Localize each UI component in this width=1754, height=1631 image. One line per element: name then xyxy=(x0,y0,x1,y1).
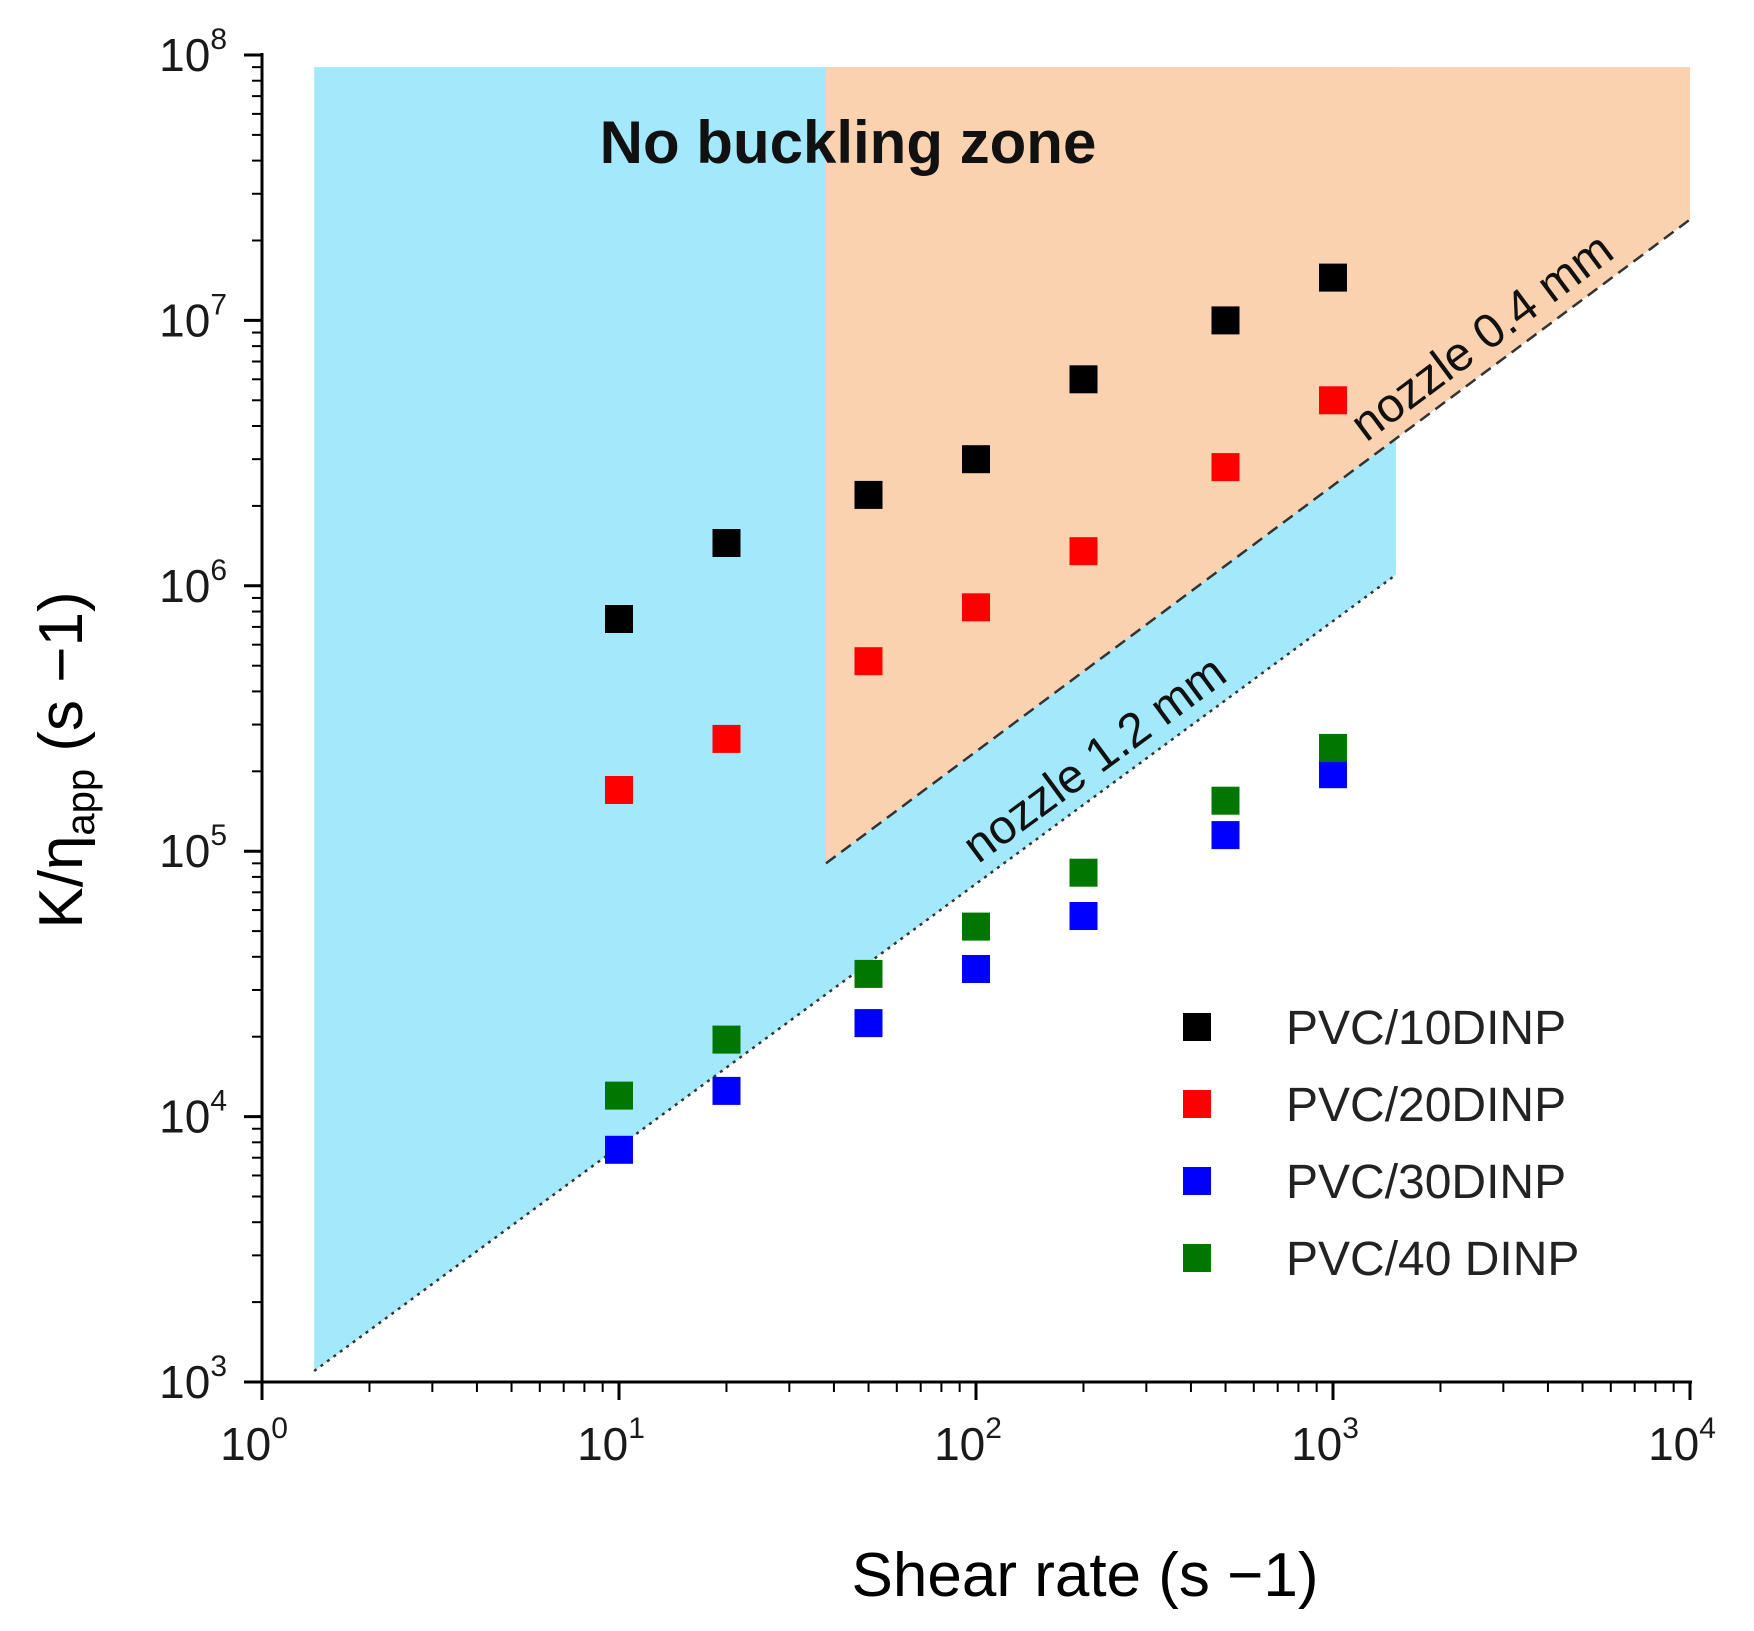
data-point-series-2 xyxy=(1069,537,1098,566)
y-tick-label: 104 xyxy=(159,1085,227,1143)
data-point-series-2 xyxy=(605,776,633,804)
data-point-series-3 xyxy=(1319,760,1347,789)
axes xyxy=(244,53,1692,1400)
x-axis-label: Shear rate (s −1) xyxy=(852,1541,1319,1610)
y-tick-label: 105 xyxy=(159,819,227,877)
data-point-series-3 xyxy=(605,1135,633,1164)
data-point-series-1 xyxy=(605,605,633,633)
legend-marker-series-3 xyxy=(1183,1167,1211,1195)
data-point-series-1 xyxy=(1211,306,1240,335)
legend-label-series-3: PVC/30DINP xyxy=(1286,1156,1566,1209)
data-point-series-3 xyxy=(1211,821,1240,850)
y-axis-label: K/ηapp (s −1) xyxy=(27,591,103,928)
x-tick-label: 100 xyxy=(220,1412,288,1470)
data-point-series-1 xyxy=(1069,365,1098,394)
data-point-series-4 xyxy=(605,1081,633,1110)
y-axis-label-main: K/η xyxy=(27,836,96,929)
legend-marker-series-1 xyxy=(1183,1013,1211,1041)
data-point-series-4 xyxy=(1319,733,1347,762)
no-buckling-zone-label: No buckling zone xyxy=(600,109,1097,176)
data-point-series-4 xyxy=(854,959,883,988)
x-tick-label: 103 xyxy=(1291,1412,1359,1470)
x-tick-label: 102 xyxy=(934,1412,1002,1470)
data-point-series-4 xyxy=(962,912,990,941)
y-tick-label: 107 xyxy=(159,288,227,346)
legend-marker-series-4 xyxy=(1183,1244,1211,1272)
data-point-series-2 xyxy=(854,647,883,676)
data-point-series-1 xyxy=(712,529,741,557)
data-point-series-3 xyxy=(962,955,990,983)
legend: PVC/10DINP PVC/20DINP PVC/30DINP PVC/40 DIN… xyxy=(1183,1002,1579,1286)
data-point-series-3 xyxy=(712,1076,741,1105)
data-point-series-2 xyxy=(1211,453,1240,482)
data-points xyxy=(605,263,1347,1164)
data-point-series-4 xyxy=(1211,786,1240,815)
data-point-series-1 xyxy=(1319,263,1347,292)
orange-zone xyxy=(826,67,1690,864)
y-tick-label: 103 xyxy=(159,1350,227,1408)
data-point-series-2 xyxy=(1319,386,1347,415)
legend-label-series-4: PVC/40 DINP xyxy=(1286,1233,1579,1286)
legend-label-series-1: PVC/10DINP xyxy=(1286,1002,1566,1055)
y-tick-label: 108 xyxy=(159,23,227,81)
tick-labels: 100 101 102 103 104 103 104 105 106 107 108 xyxy=(159,23,1716,1470)
y-axis-label-subscript: app xyxy=(59,769,103,836)
y-axis-label-unit: (s −1) xyxy=(27,591,96,768)
legend-label-series-2: PVC/20DINP xyxy=(1286,1079,1566,1132)
data-point-series-3 xyxy=(854,1009,883,1038)
boundary-line-nozzle-0-4-mm xyxy=(825,218,1691,865)
data-point-series-1 xyxy=(854,480,883,509)
y-tick-label: 106 xyxy=(159,554,227,612)
nozzle-boundary-lines xyxy=(313,218,1691,1373)
x-tick-label: 104 xyxy=(1648,1412,1716,1470)
data-point-series-2 xyxy=(962,593,990,622)
x-tick-label: 101 xyxy=(577,1412,645,1470)
data-point-series-3 xyxy=(1069,902,1098,930)
data-point-series-4 xyxy=(712,1025,741,1054)
data-point-series-2 xyxy=(712,724,741,753)
shaded-regions xyxy=(314,67,1690,1372)
data-point-series-1 xyxy=(962,445,990,474)
data-point-series-4 xyxy=(1069,858,1098,887)
legend-marker-series-2 xyxy=(1183,1090,1211,1118)
